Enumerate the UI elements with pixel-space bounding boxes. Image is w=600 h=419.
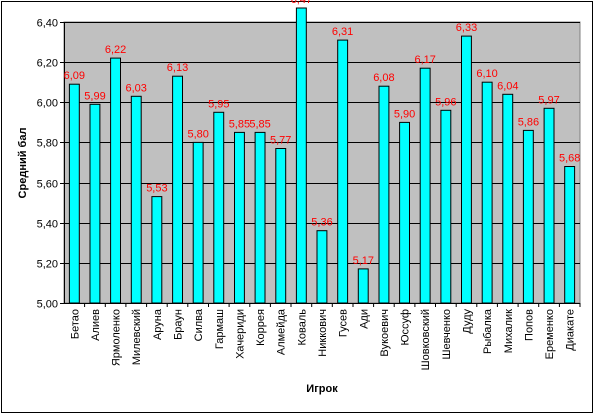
y-tick-labels: 5,00 5,20 5,40 5,60 5,80 6,00 6,20 6,40	[37, 18, 64, 311]
data-label: 5,96	[435, 96, 456, 108]
bar	[254, 131, 266, 304]
x-tick-label: Попов	[523, 309, 535, 341]
data-label: 5,36	[311, 217, 332, 229]
data-label: 5,17	[353, 255, 374, 267]
x-tick-label: Никкович	[317, 309, 329, 357]
data-label: 5,77	[270, 135, 291, 147]
bar	[481, 81, 493, 304]
bar	[378, 85, 390, 304]
x-tick-label: Гармаш	[214, 309, 226, 349]
data-label: 5,99	[84, 90, 105, 102]
bar	[357, 268, 369, 304]
x-tick-label: Шевченко	[441, 309, 453, 360]
data-label: 5,97	[538, 94, 559, 106]
data-label: 5,85	[249, 118, 270, 130]
x-tick-label: Ярмоленко	[111, 309, 123, 366]
bar	[275, 148, 287, 304]
data-label: 5,80	[187, 128, 208, 140]
x-tick-label: Коррея	[255, 309, 267, 346]
axes	[64, 22, 580, 304]
x-tick-label: Юссуф	[400, 309, 412, 346]
gridlines	[64, 22, 580, 264]
bar	[172, 75, 184, 304]
x-tick-label: Браун	[173, 309, 185, 340]
x-tick-label: Аруна	[152, 308, 164, 340]
data-label: 6,04	[497, 80, 518, 92]
x-tick-labels: Бетао Алиев Ярмоленко Милевский Аруна Браун Си…	[69, 303, 581, 370]
y-tick-label: 5,40	[37, 219, 58, 231]
y-tick-label: 5,20	[37, 259, 58, 271]
bar	[522, 129, 534, 304]
data-label: 5,68	[559, 153, 580, 165]
data-label: 6,03	[125, 82, 146, 94]
data-label: 5,53	[146, 183, 167, 195]
bar	[130, 95, 142, 304]
x-tick-label: Милевский	[131, 309, 143, 365]
data-label: 5,90	[394, 108, 415, 120]
x-tick-label: Бетао	[69, 309, 81, 339]
data-label: 6,22	[105, 44, 126, 56]
data-label: 5,86	[518, 116, 539, 128]
y-tick-label: 6,40	[37, 18, 58, 30]
bar	[192, 141, 204, 304]
bar	[316, 230, 328, 304]
bar	[151, 196, 163, 304]
data-label: 6,47	[291, 0, 312, 6]
data-label: 6,31	[332, 26, 353, 38]
y-tick-label: 5,00	[37, 299, 58, 311]
x-tick-label: Рыбалка	[482, 308, 494, 354]
bar	[234, 131, 245, 304]
x-tick-label: Алиев	[90, 309, 102, 341]
x-axis-title: Игрок	[306, 383, 338, 395]
y-tick-label: 5,60	[37, 179, 58, 191]
bar	[564, 166, 576, 304]
x-tick-label: Дуду	[462, 309, 474, 334]
y-tick-label: 6,20	[37, 58, 58, 70]
x-tick-label: Еременко	[544, 309, 556, 359]
x-tick-label: Шовковский	[420, 309, 432, 370]
bar	[543, 107, 555, 304]
bar	[68, 83, 80, 304]
bar	[461, 35, 472, 304]
data-label: 5,95	[208, 98, 229, 110]
data-label: 6,17	[414, 54, 435, 66]
data-label: 6,10	[476, 68, 497, 80]
bar	[502, 93, 514, 304]
data-label: 6,08	[373, 72, 394, 84]
data-labels: 6,095,996,226,035,536,135,805,955,85 5,85…	[64, 0, 581, 267]
x-tick-label: Ади	[358, 309, 370, 329]
y-axis-title: Средний бал	[17, 128, 29, 199]
x-tick-label: Алмейда	[276, 308, 288, 355]
data-label: 6,09	[64, 70, 85, 82]
x-tick-label: Диакате	[565, 309, 577, 351]
data-label: 6,13	[167, 62, 188, 74]
x-tick-label: Хачериди	[234, 309, 246, 359]
bar	[295, 7, 307, 304]
x-tick-label: Силва	[193, 308, 205, 341]
data-label: 5,85	[229, 118, 250, 130]
data-label: 6,33	[456, 22, 477, 34]
bar	[110, 57, 121, 304]
y-tick-label: 6,00	[37, 98, 58, 110]
bar	[419, 67, 431, 304]
x-tick-label: Вукоевич	[379, 309, 391, 357]
bar	[399, 121, 411, 304]
x-tick-label: Коваль	[296, 309, 308, 346]
x-tick-label: Михалик	[503, 309, 515, 353]
x-tick-label: Гусев	[338, 309, 350, 337]
bar	[440, 109, 452, 304]
y-tick-label: 5,80	[37, 138, 58, 150]
bar	[337, 39, 349, 304]
bar	[213, 111, 225, 304]
bar	[89, 103, 101, 304]
